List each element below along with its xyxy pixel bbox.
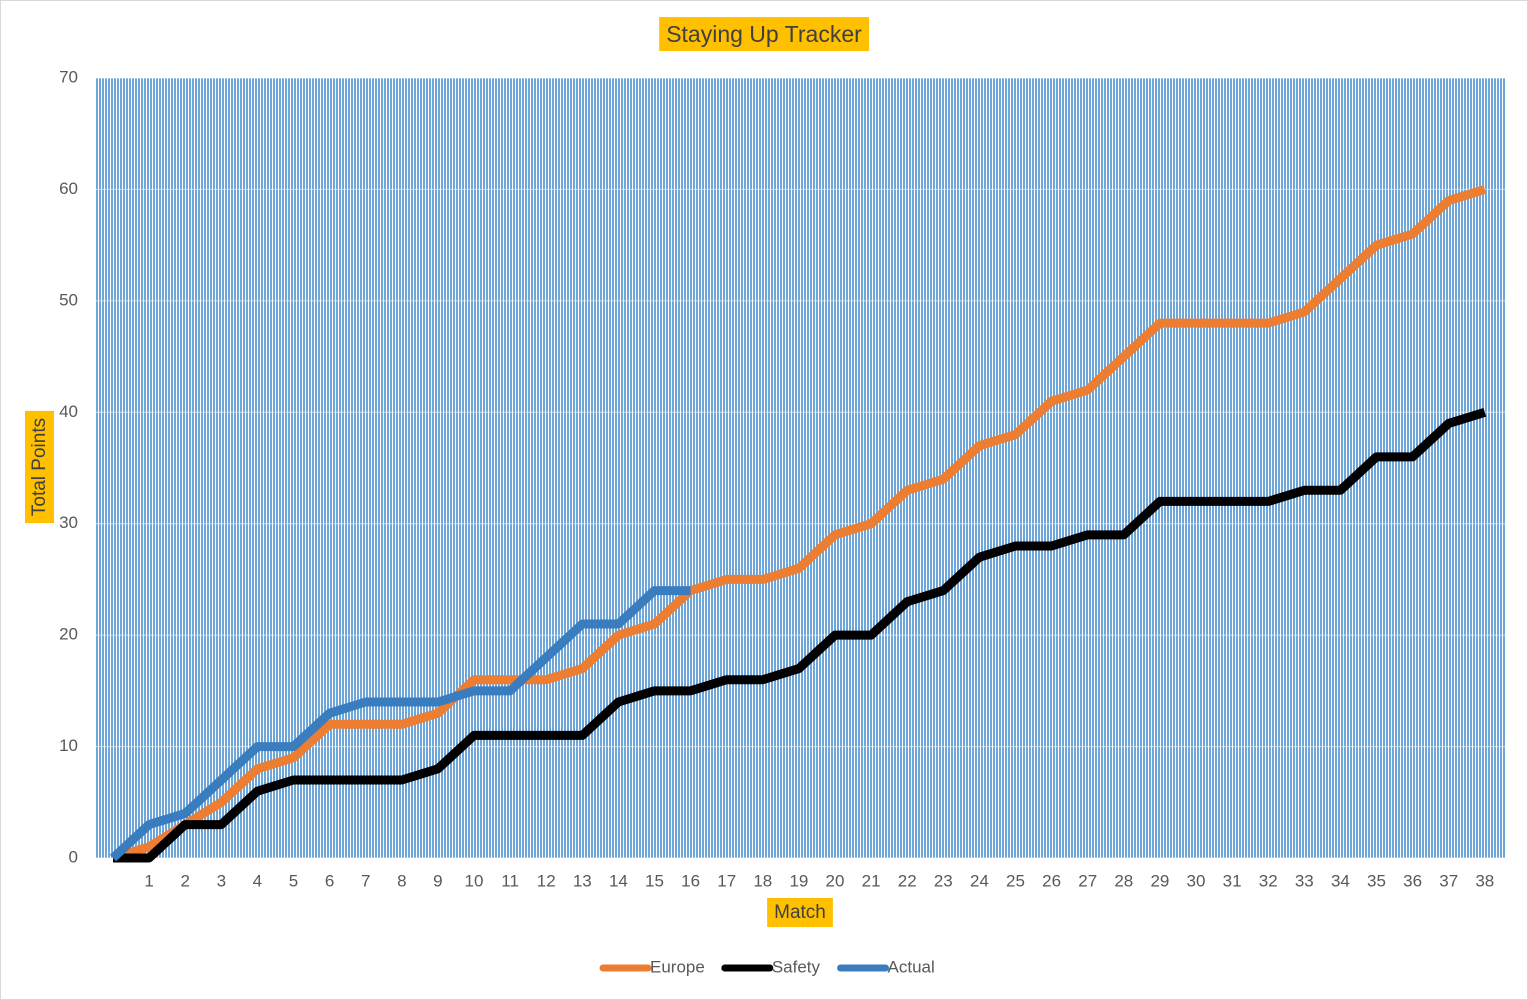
x-tick-label: 27 bbox=[1078, 871, 1097, 890]
x-tick-label: 17 bbox=[717, 871, 736, 890]
title-highlight bbox=[767, 898, 833, 928]
x-tick-label: 29 bbox=[1150, 871, 1169, 890]
x-tick-label: 16 bbox=[681, 871, 700, 890]
y-tick-label: 40 bbox=[59, 402, 78, 421]
y-tick-label: 60 bbox=[59, 179, 78, 198]
x-tick-label: 20 bbox=[826, 871, 845, 890]
y-axis-title: Total Points bbox=[29, 418, 50, 516]
y-tick-label: 0 bbox=[69, 847, 78, 866]
y-tick-label: 20 bbox=[59, 625, 78, 644]
x-tick-label: 5 bbox=[289, 871, 298, 890]
x-tick-label: 35 bbox=[1367, 871, 1386, 890]
x-tick-label: 26 bbox=[1042, 871, 1061, 890]
y-tick-label: 50 bbox=[59, 290, 78, 309]
x-tick-label: 22 bbox=[898, 871, 917, 890]
y-tick-label: 70 bbox=[59, 67, 78, 86]
title-highlight bbox=[659, 17, 870, 52]
x-tick-label: 24 bbox=[970, 871, 989, 890]
x-tick-label: 23 bbox=[934, 871, 953, 890]
legend-label: Europe bbox=[650, 957, 705, 976]
x-tick-label: 12 bbox=[537, 871, 556, 890]
y-tick-label: 10 bbox=[59, 736, 78, 755]
x-tick-label: 38 bbox=[1475, 871, 1494, 890]
x-tick-label: 32 bbox=[1259, 871, 1278, 890]
series-line bbox=[109, 586, 691, 862]
series-line bbox=[113, 407, 1487, 863]
x-tick-label: 4 bbox=[253, 871, 262, 890]
x-tick-label: 10 bbox=[465, 871, 484, 890]
x-tick-label: 28 bbox=[1114, 871, 1133, 890]
x-tick-label: 7 bbox=[361, 871, 370, 890]
x-tick-label: 6 bbox=[325, 871, 334, 890]
x-tick-label: 11 bbox=[501, 871, 519, 890]
x-tick-label: 36 bbox=[1403, 871, 1422, 890]
chart-title: Staying Up Tracker bbox=[666, 21, 862, 47]
x-tick-label: 2 bbox=[180, 871, 189, 890]
title-highlight bbox=[25, 410, 55, 524]
x-tick-label: 19 bbox=[789, 871, 808, 890]
x-tick-label: 14 bbox=[609, 871, 628, 890]
x-tick-label: 8 bbox=[397, 871, 406, 890]
x-tick-label: 37 bbox=[1439, 871, 1458, 890]
legend-label: Actual bbox=[888, 957, 935, 976]
x-tick-label: 18 bbox=[753, 871, 772, 890]
y-tick-label: 30 bbox=[59, 513, 78, 532]
x-tick-label: 25 bbox=[1006, 871, 1025, 890]
x-tick-label: 21 bbox=[862, 871, 881, 890]
legend-label: Safety bbox=[772, 957, 821, 976]
x-tick-label: 3 bbox=[217, 871, 226, 890]
x-tick-label: 34 bbox=[1331, 871, 1350, 890]
x-tick-label: 31 bbox=[1223, 871, 1242, 890]
x-tick-label: 13 bbox=[573, 871, 592, 890]
x-tick-label: 33 bbox=[1295, 871, 1314, 890]
x-tick-label: 15 bbox=[645, 871, 664, 890]
x-axis-title: Match bbox=[774, 902, 826, 923]
series-line bbox=[111, 185, 1487, 863]
x-tick-label: 9 bbox=[433, 871, 442, 890]
x-tick-label: 1 bbox=[144, 871, 153, 890]
x-tick-label: 30 bbox=[1187, 871, 1206, 890]
